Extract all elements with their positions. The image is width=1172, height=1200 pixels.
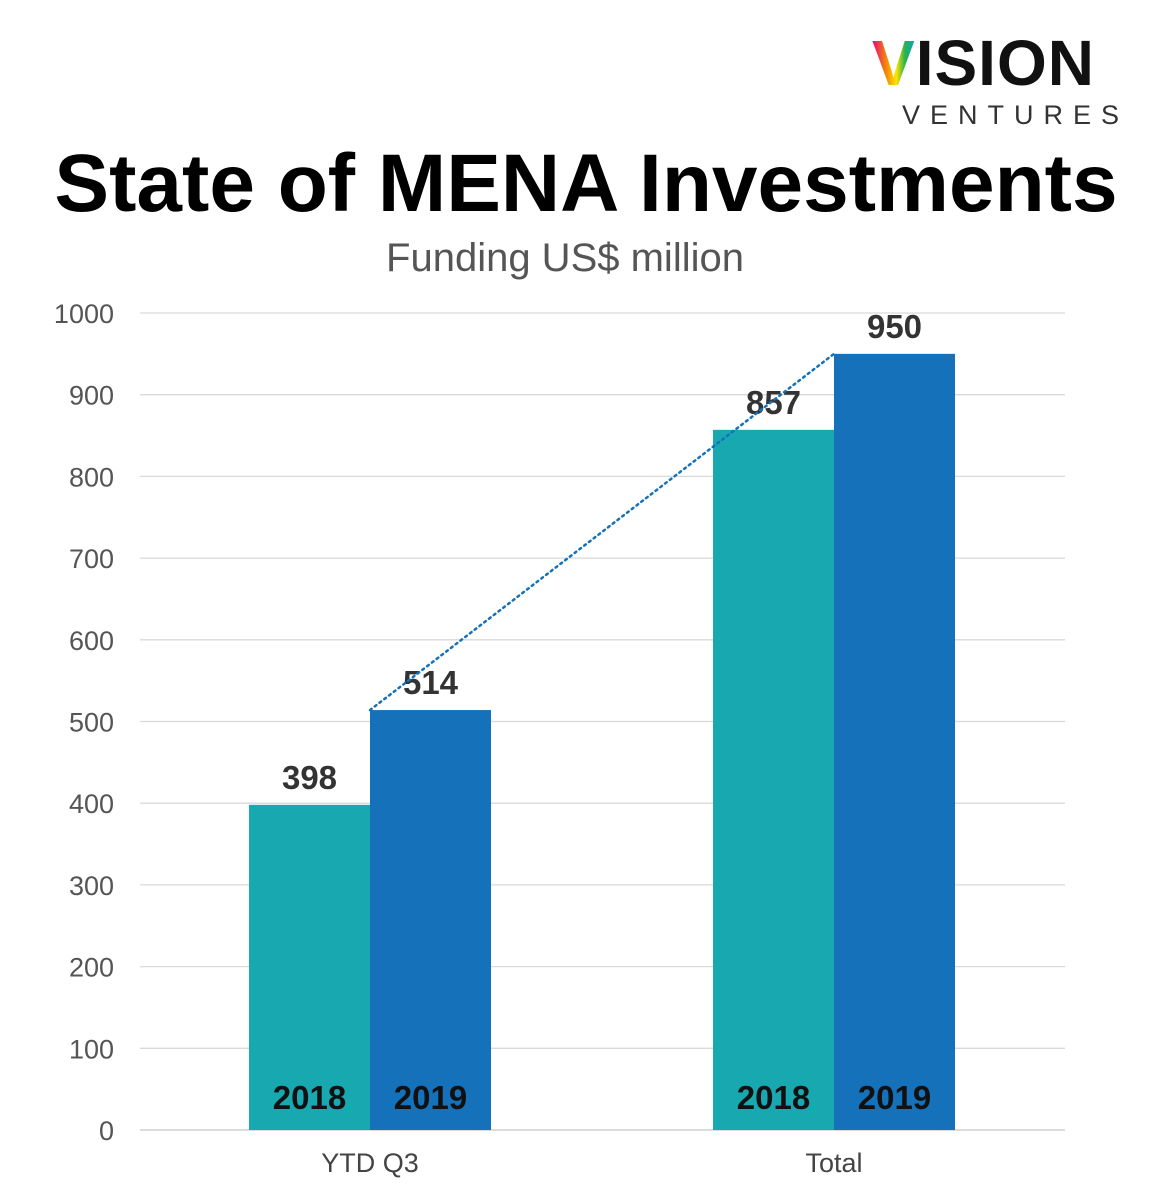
data-label: 398	[282, 759, 337, 796]
vision-ventures-logo: VISION VENTURES	[872, 28, 1142, 132]
bar	[713, 429, 834, 1130]
y-tick-label: 800	[69, 462, 114, 492]
y-tick-label: 0	[99, 1116, 114, 1146]
trend-line	[368, 352, 836, 712]
y-tick-label: 300	[69, 871, 114, 901]
series-label-in-bar: 2019	[858, 1079, 931, 1116]
bar	[249, 804, 370, 1130]
y-tick-label: 600	[69, 626, 114, 656]
data-label: 950	[867, 308, 922, 345]
data-label: 514	[403, 664, 459, 701]
logo-subtext: VENTURES	[902, 100, 1130, 130]
logo-wordmark: VISION	[872, 28, 1095, 98]
series-label-in-bar: 2019	[394, 1079, 467, 1116]
y-tick-label: 400	[69, 789, 114, 819]
bar	[834, 353, 955, 1131]
logo-v-mark: V	[872, 27, 916, 99]
chart-title: State of MENA Investments	[54, 138, 1118, 229]
x-tick-label: YTD Q3	[321, 1148, 419, 1178]
y-tick-label: 900	[69, 381, 114, 411]
y-tick-label: 500	[69, 708, 114, 738]
y-tick-label: 100	[69, 1034, 114, 1064]
y-tick-label: 200	[69, 953, 114, 983]
data-label: 857	[746, 384, 801, 421]
logo-word-text: ISION	[915, 27, 1095, 99]
bar	[370, 710, 491, 1130]
y-tick-label: 1000	[54, 299, 114, 329]
series-label-in-bar: 2018	[273, 1079, 346, 1116]
y-tick-label: 700	[69, 544, 114, 574]
x-tick-label: Total	[805, 1148, 862, 1178]
series-label-in-bar: 2018	[737, 1079, 810, 1116]
chart-subtitle: Funding US$ million	[386, 236, 744, 280]
